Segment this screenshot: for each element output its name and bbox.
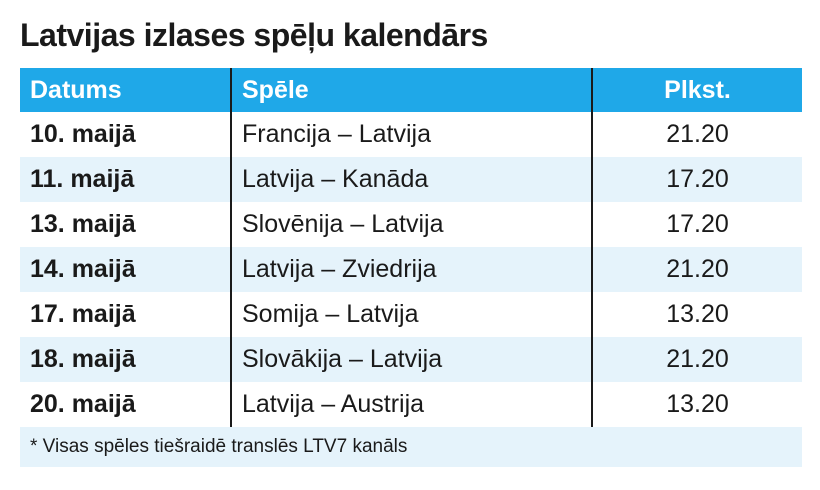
table-row: 20. maijā Latvija – Austrija 13.20 [20,382,802,427]
table-row: 11. maijā Latvija – Kanāda 17.20 [20,157,802,202]
row-time: 13.20 [666,390,729,418]
table-row: 13. maijā Slovēnija – Latvija 17.20 [20,202,802,247]
header-date: Datums [20,68,232,112]
header-game: Spēle [232,68,593,112]
row-game: Slovākija – Latvija [232,337,593,382]
row-date: 17. maijā [20,292,232,337]
row-date: 20. maijā [20,382,232,427]
row-time: 17.20 [666,165,729,193]
row-game: Latvija – Kanāda [232,157,593,202]
row-date: 14. maijā [20,247,232,292]
header-time: Plkst. [664,75,731,104]
row-time: 21.20 [666,255,729,283]
row-time: 21.20 [666,120,729,148]
row-game: Somija – Latvija [232,292,593,337]
row-date: 18. maijā [20,337,232,382]
row-time: 13.20 [666,300,729,328]
row-game: Latvija – Zviedrija [232,247,593,292]
footnote: * Visas spēles tiešraidē translēs LTV7 k… [20,427,802,467]
table-row: 17. maijā Somija – Latvija 13.20 [20,292,802,337]
table-header: Datums Spēle Plkst. [20,68,802,112]
row-game: Latvija – Austrija [232,382,593,427]
row-game: Francija – Latvija [232,112,593,157]
row-date: 13. maijā [20,202,232,247]
row-date: 10. maijā [20,112,232,157]
table-row: 18. maijā Slovākija – Latvija 21.20 [20,337,802,382]
row-game: Slovēnija – Latvija [232,202,593,247]
row-time: 17.20 [666,210,729,238]
table-row: 14. maijā Latvija – Zviedrija 21.20 [20,247,802,292]
row-time: 21.20 [666,345,729,373]
row-date: 11. maijā [20,157,232,202]
table-row: 10. maijā Francija – Latvija 21.20 [20,112,802,157]
page-title: Latvijas izlases spēļu kalendārs [20,17,488,53]
schedule-table: Datums Spēle Plkst. 10. maijā Francija –… [20,68,802,467]
